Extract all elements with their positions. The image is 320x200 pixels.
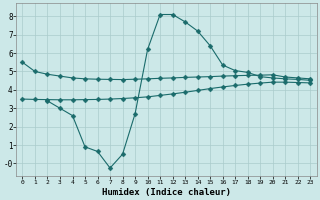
X-axis label: Humidex (Indice chaleur): Humidex (Indice chaleur) [102, 188, 231, 197]
